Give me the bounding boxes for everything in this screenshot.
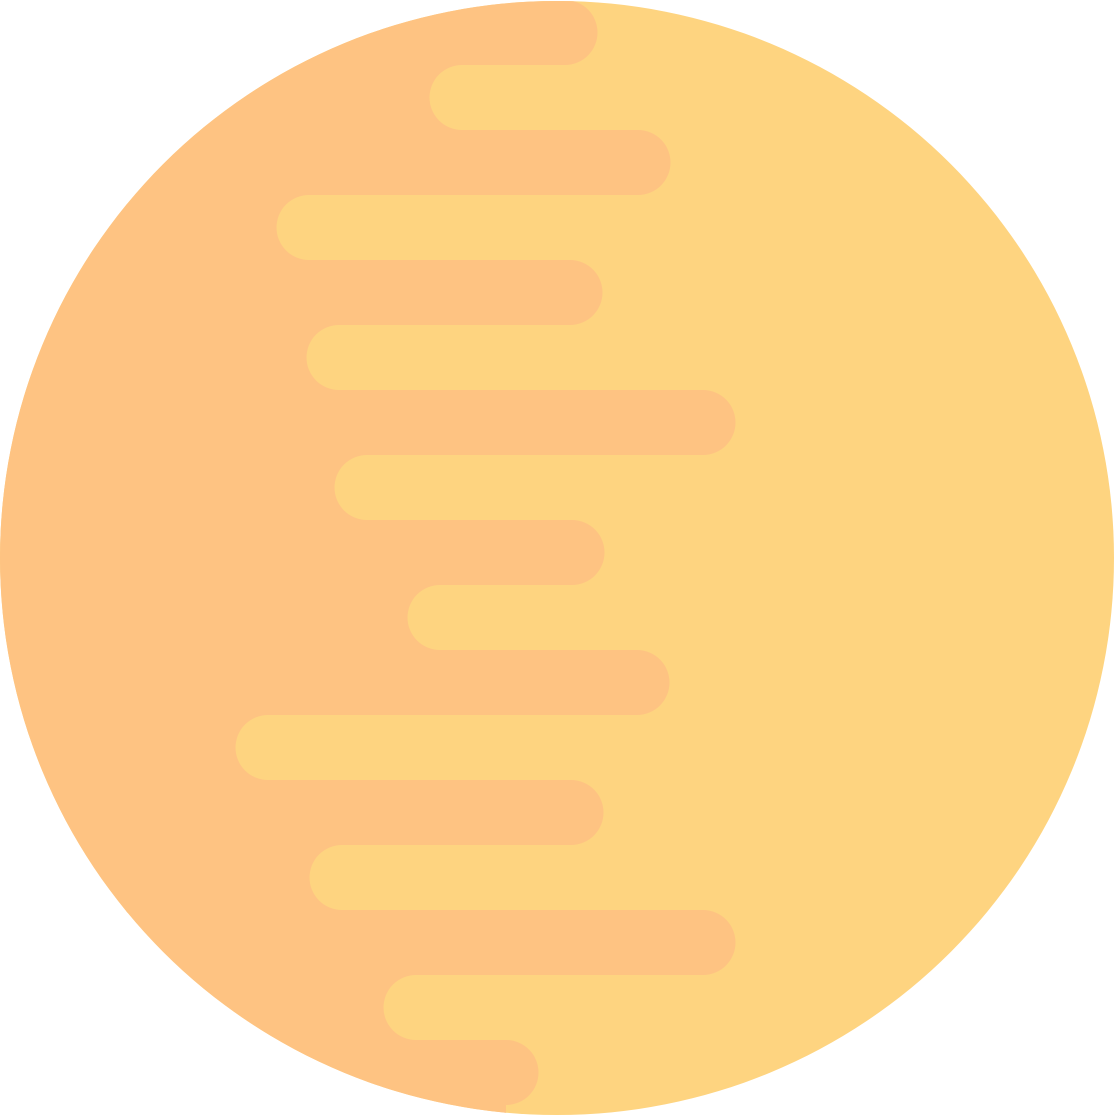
left-wavy-region [0,1,736,1115]
